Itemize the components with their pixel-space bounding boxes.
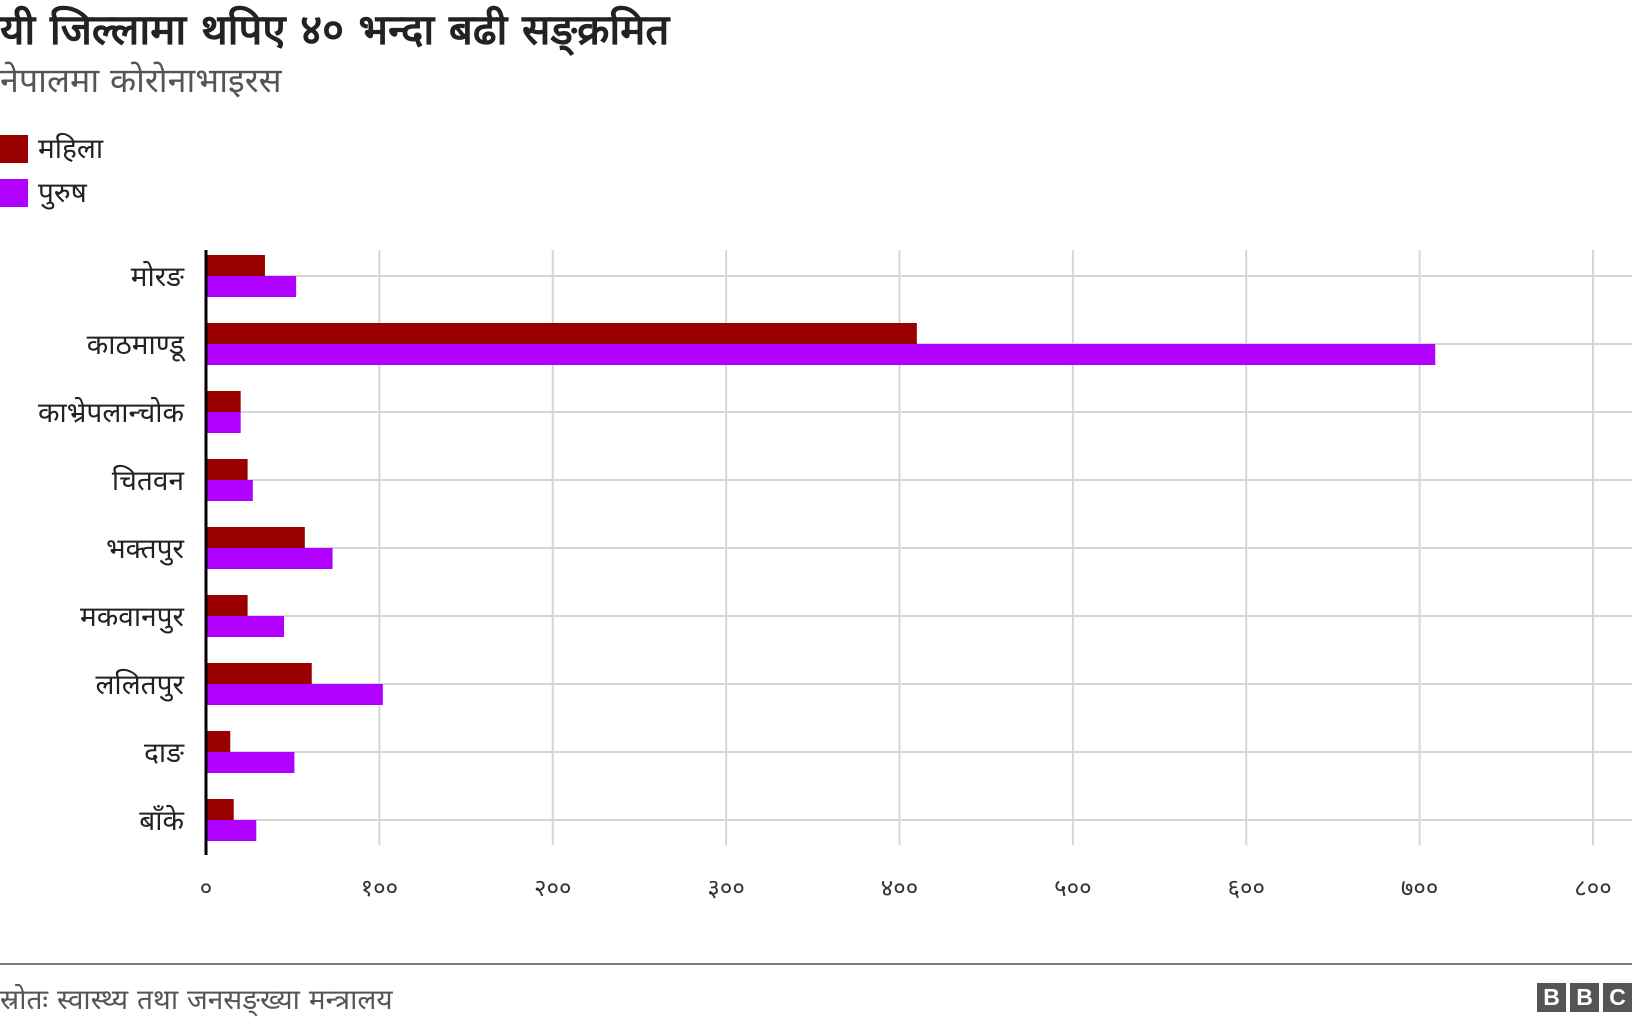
bar-female	[206, 731, 231, 752]
bar-female	[206, 459, 248, 480]
x-tick-label: ७००	[1401, 874, 1438, 900]
category-label: दाङ	[144, 736, 185, 769]
category-label: काभ्रेपलान्चोक	[38, 396, 185, 429]
bar-female	[206, 799, 234, 820]
category-label: ललितपुर	[95, 668, 184, 702]
bar-male	[206, 616, 285, 637]
bar-female	[206, 255, 265, 276]
bar-female	[206, 391, 241, 412]
legend-item-male: पुरुष	[0, 179, 103, 207]
bbc-logo: B B C	[1537, 983, 1632, 1012]
x-tick-label: ५००	[1054, 874, 1091, 900]
bar-male	[206, 480, 253, 501]
bar-female	[206, 663, 312, 684]
legend-label-female: महिला	[38, 132, 104, 165]
x-tick-label: १००	[361, 874, 398, 900]
bar-female	[206, 323, 917, 344]
x-tick-label: ६००	[1228, 874, 1265, 900]
bar-male	[206, 820, 257, 841]
chart-title: यी जिल्लामा थपिए ४० भन्दा बढी सङ्क्रमित	[0, 5, 670, 54]
x-tick-label: ०	[200, 874, 212, 900]
footer-divider	[0, 963, 1632, 965]
logo-letter-b1: B	[1537, 983, 1566, 1012]
x-tick-label: ३००	[707, 874, 744, 900]
bar-male	[206, 276, 297, 297]
chart-subtitle: नेपालमा कोरोनाभाइरस	[0, 61, 282, 101]
bar-female	[206, 595, 248, 616]
bar-male	[206, 412, 241, 433]
legend-item-female: महिला	[0, 135, 103, 163]
x-tick-label: ४००	[881, 874, 918, 900]
source-note: स्रोतः स्वास्थ्य तथा जनसङ्ख्या मन्त्रालय	[0, 983, 393, 1016]
category-label: बाँके	[139, 804, 184, 837]
legend-swatch-male	[0, 179, 28, 207]
category-label: भक्तपुर	[106, 532, 185, 566]
x-tick-label: २००	[534, 874, 571, 900]
logo-letter-b2: B	[1570, 983, 1599, 1012]
bar-female	[206, 527, 305, 548]
legend-swatch-female	[0, 135, 28, 163]
x-tick-label: ८००	[1574, 874, 1611, 900]
category-label: मोरङ	[131, 260, 185, 293]
legend: महिला पुरुष	[0, 135, 103, 223]
category-label: चितवन	[112, 464, 185, 497]
bar-male	[206, 344, 1436, 365]
logo-letter-c: C	[1603, 983, 1632, 1012]
bar-male	[206, 752, 295, 773]
bar-chart: मोरङ काठमाण्डू काभ्रेपलान्चोक चितवन भक्तपुर म…	[38, 250, 1632, 900]
bar-male	[206, 548, 333, 569]
bar-male	[206, 684, 383, 705]
category-label: काठमाण्डू	[87, 328, 186, 362]
legend-label-male: पुरुष	[38, 176, 87, 209]
category-label: मकवानपुर	[80, 600, 185, 634]
